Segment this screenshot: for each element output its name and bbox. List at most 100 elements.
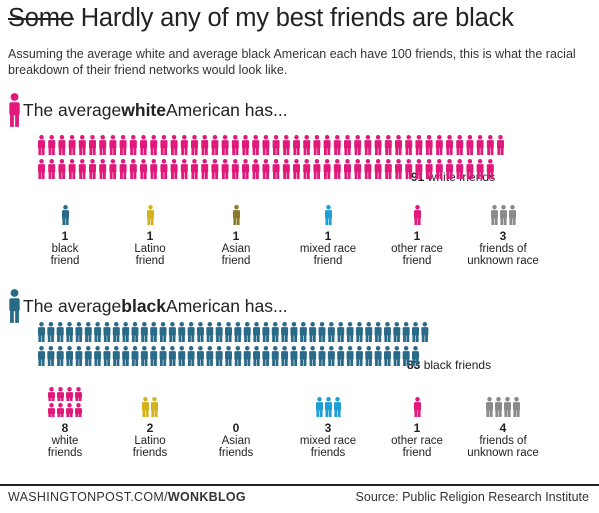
main-friend-person-icon [242, 135, 249, 155]
category-icon-set [61, 205, 69, 225]
main-friend-person-icon [201, 159, 209, 179]
main-friend-person-icon [384, 159, 392, 179]
chart-subtitle: Assuming the average white and average b… [8, 47, 576, 77]
main-friend-person-icon [262, 135, 270, 155]
main-friend-person-icon [281, 346, 289, 366]
main-friend-person-icon [346, 322, 354, 342]
category-value: 2 [146, 421, 154, 435]
category-value: 1 [146, 229, 154, 243]
main-friend-person-icon [466, 135, 474, 155]
category-value: 1 [61, 229, 69, 243]
category-block: 1 black friend [20, 193, 110, 267]
category-label: black friend [50, 243, 80, 267]
main-friend-person-icon [346, 346, 354, 366]
category-block: 1 other race friend [372, 385, 462, 459]
black-section-heading: The average black American has... [8, 289, 288, 323]
main-friend-person-icon [364, 135, 372, 155]
category-icons [20, 193, 110, 227]
main-friend-person-icon [170, 159, 178, 179]
main-friend-person-icon [221, 159, 229, 179]
category-value: 1 [413, 421, 421, 435]
main-friend-person-icon [231, 135, 239, 155]
heading-bold: white [121, 99, 166, 120]
main-friend-person-icon [180, 159, 188, 179]
main-friend-person-icon [140, 346, 148, 366]
main-friend-person-icon [75, 346, 83, 366]
category-icons [458, 385, 548, 419]
main-friend-person-icon [131, 346, 139, 366]
black-count-text: black friends [423, 358, 492, 372]
main-friend-person-icon [178, 346, 186, 366]
person-icon [57, 387, 64, 401]
main-friend-person-icon [421, 322, 429, 342]
main-friend-person-icon [303, 159, 311, 179]
main-friend-person-icon [99, 135, 107, 155]
category-label: other race friend [391, 435, 443, 459]
heading-post: American has... [166, 99, 288, 120]
person-icon [75, 403, 82, 417]
category-icons [372, 385, 462, 419]
main-friend-person-icon [374, 322, 382, 342]
person-icon [490, 205, 498, 225]
category-value: 1 [324, 229, 332, 243]
main-friend-person-icon [234, 346, 242, 366]
category-icon-set [142, 397, 158, 417]
main-friend-person-icon [323, 135, 331, 155]
main-friend-person-icon [140, 135, 147, 155]
main-friend-person-icon [271, 346, 279, 366]
main-friend-person-icon [150, 346, 158, 366]
category-icons [283, 193, 373, 227]
main-friend-person-icon [293, 159, 300, 179]
main-friend-person-icon [66, 346, 74, 366]
main-friend-person-icon [180, 135, 188, 155]
main-friend-person-icon [112, 346, 120, 366]
main-friend-person-icon [170, 135, 178, 155]
person-icon [57, 403, 64, 417]
main-friend-person-icon [187, 322, 195, 342]
main-friend-person-icon [486, 159, 494, 179]
main-friend-person-icon [327, 346, 335, 366]
main-friend-person-icon [354, 159, 362, 179]
category-icons [283, 385, 373, 419]
main-friend-person-icon [150, 135, 158, 155]
main-friend-person-icon [318, 322, 326, 342]
footer-section: WONKBLOG [167, 490, 246, 504]
main-friend-person-icon [355, 322, 363, 342]
main-friend-person-icon [231, 159, 239, 179]
main-friend-person-icon [215, 322, 223, 342]
white-section-heading: The average white American has... [8, 93, 288, 127]
category-label: friends of unknown race [467, 243, 539, 267]
main-friend-person-icon [290, 346, 298, 366]
main-friend-person-icon [303, 135, 311, 155]
main-friend-person-icon [337, 322, 345, 342]
main-friend-person-icon [466, 159, 474, 179]
category-block: 3 mixed race friends [283, 385, 373, 459]
main-friend-person-icon [313, 159, 321, 179]
main-friend-person-icon [271, 322, 279, 342]
main-friend-person-icon [313, 135, 321, 155]
category-value: 0 [232, 421, 240, 435]
main-friend-person-icon [201, 135, 209, 155]
person-icon [75, 387, 82, 401]
main-friend-person-icon [211, 159, 219, 179]
main-friend-person-icon [374, 159, 382, 179]
person-icon [324, 397, 332, 417]
category-icons [105, 385, 195, 419]
main-friend-person-icon [196, 322, 204, 342]
main-friend-person-icon [38, 346, 45, 366]
main-friend-person-icon [243, 346, 251, 366]
person-icon [486, 397, 493, 417]
main-friend-person-icon [402, 346, 410, 366]
category-label: white friends [47, 435, 83, 459]
person-icon [333, 397, 341, 417]
main-friend-person-icon [497, 135, 504, 155]
person-icon [315, 397, 323, 417]
main-friend-person-icon [109, 135, 117, 155]
main-friend-person-icon [253, 322, 261, 342]
category-value: 8 [61, 421, 69, 435]
main-friend-person-icon [160, 135, 168, 155]
main-friend-person-icon [234, 322, 242, 342]
category-label: Asian friend [221, 243, 251, 267]
main-friend-person-icon [47, 322, 55, 342]
